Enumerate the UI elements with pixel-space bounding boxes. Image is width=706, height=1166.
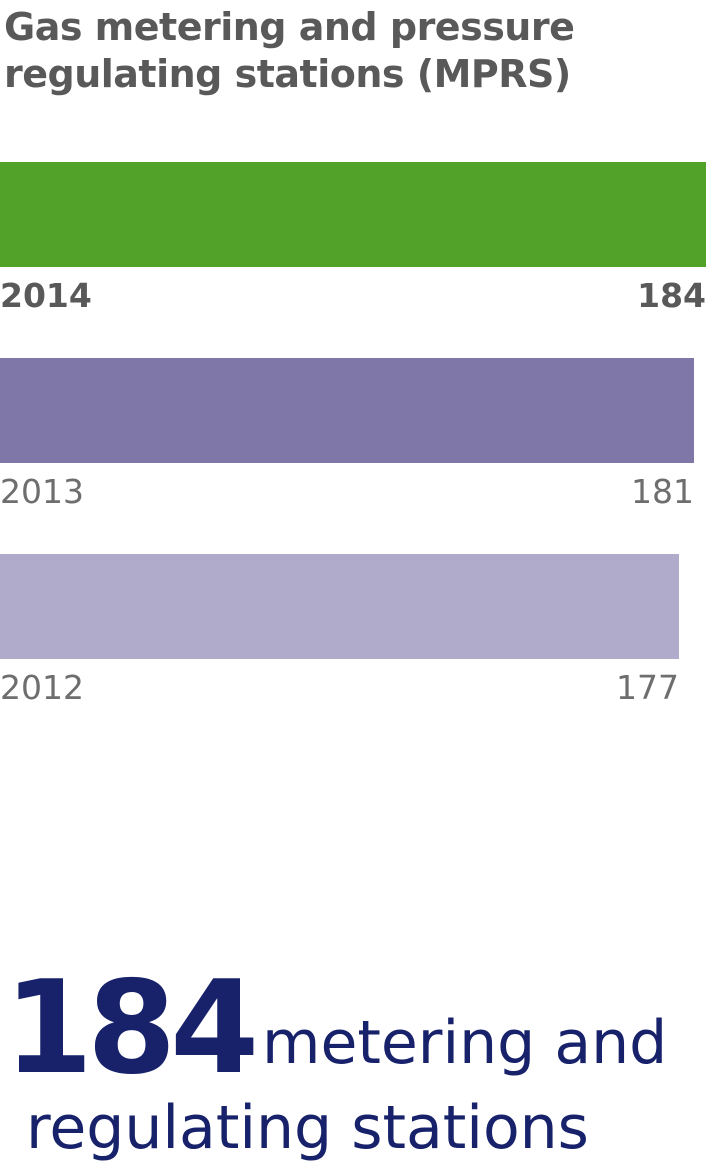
bar-2013 <box>0 358 694 463</box>
bar-2012 <box>0 554 679 659</box>
year-label-2013: 2013 <box>0 472 84 511</box>
callout-text-line2: regulating stations <box>26 1093 589 1163</box>
year-label-2014: 2014 <box>0 276 92 315</box>
callout-number: 184 <box>4 954 259 1103</box>
chart-title: Gas metering and pressure regulating sta… <box>4 5 575 96</box>
bar-chart: 2014 184 2013 181 2012 177 <box>0 162 706 707</box>
value-label-2013: 181 <box>631 472 694 511</box>
value-label-2012: 177 <box>616 668 679 707</box>
value-label-2014: 184 <box>637 276 706 315</box>
callout-text-line1: metering and <box>262 1008 668 1078</box>
bar-2014 <box>0 162 706 267</box>
year-label-2012: 2012 <box>0 668 84 707</box>
